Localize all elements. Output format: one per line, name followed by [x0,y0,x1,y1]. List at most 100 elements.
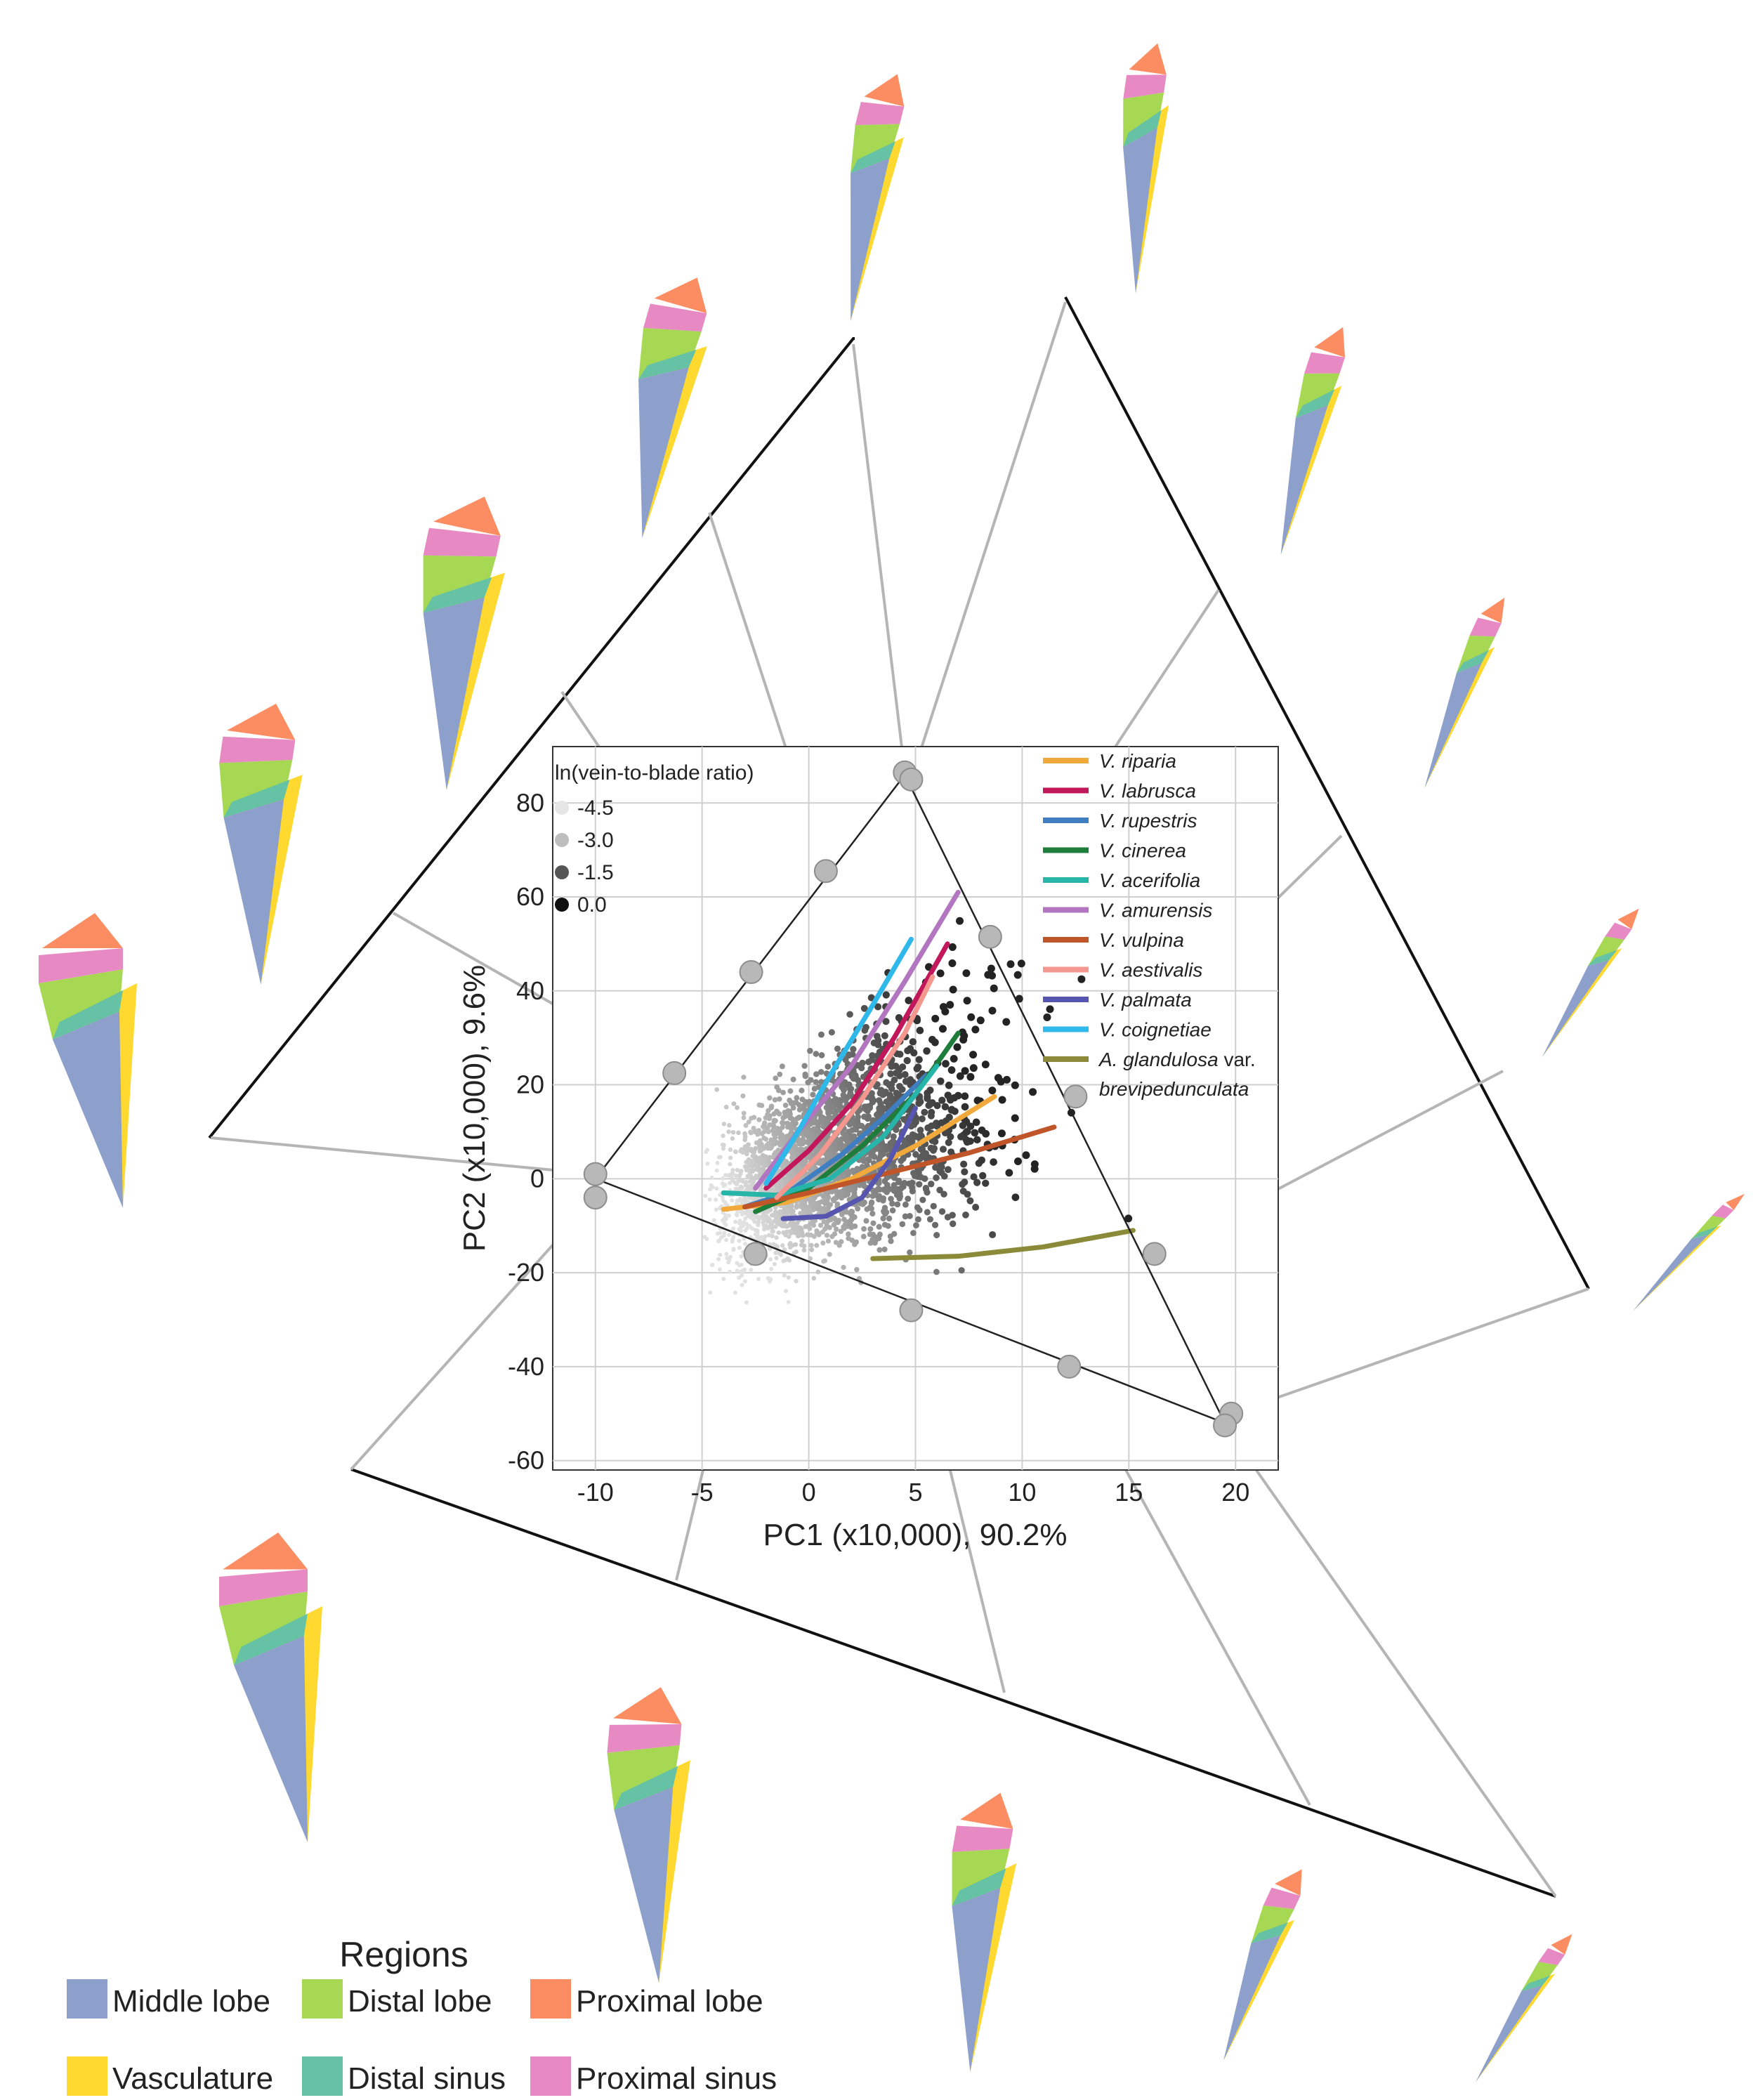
scatter-point [865,1115,871,1122]
scatter-point [801,1247,807,1253]
scatter-point [891,1163,898,1170]
scatter-point [938,1208,946,1215]
scatter-point [1011,1114,1019,1122]
scatter-point [735,1105,740,1110]
scatter-point [803,1129,808,1136]
scatter-point [848,1073,855,1080]
scatter-point [836,1138,843,1145]
scatter-point [782,1247,787,1252]
scatter-point [874,1003,882,1011]
scatter-point [744,1148,749,1153]
scatter-point [721,1183,726,1188]
scatter-point [939,1003,947,1011]
scatter-point [990,984,998,992]
scatter-point [994,1074,1002,1082]
scatter-point [836,1242,842,1248]
sample-points [583,760,1244,1438]
scatter-point [884,1188,890,1195]
scatter-point [870,1039,878,1046]
scatter-point [714,1186,719,1191]
scatter-point [843,1082,851,1089]
scatter-point [724,1252,729,1256]
scatter-point [938,1096,946,1104]
scatter-point [743,1196,749,1201]
scatter-point [737,1227,742,1232]
scatter-point [926,1216,934,1223]
scatter-point [938,1169,945,1176]
scatter-point [723,1216,728,1221]
scatter-point [997,1129,1006,1138]
scatter-point [731,1247,736,1252]
series-line [742,1124,1057,1209]
legend-label: V. labrusca [1099,780,1196,802]
legend-label: V. palmata [1099,989,1192,1011]
size-legend-marker [555,833,569,847]
scatter-point [924,1209,931,1216]
scatter-point [721,1133,726,1138]
scatter-point [730,1198,735,1203]
scatter-point [990,1158,997,1166]
scatter-point [775,1087,782,1094]
scatter-point [761,1135,767,1141]
scatter-point [773,1209,778,1214]
scatter-point [919,1115,926,1122]
scatter-point [933,1174,940,1181]
scatter-point [932,1164,939,1172]
scatter-point [919,1152,926,1159]
scatter-point [765,1124,770,1130]
region-label: Proximal lobe [576,1984,763,2019]
scatter-point [922,1184,929,1192]
leaf-glyph [1475,1934,1573,2083]
scatter-point [770,1140,776,1146]
scatter-point [727,1233,732,1238]
scatter-point [839,1212,845,1217]
outer-edge [208,337,855,1139]
scatter-point [844,1094,851,1101]
scatter-point [961,1092,969,1101]
scatter-point [748,1179,753,1184]
scatter-point [801,1200,806,1205]
scatter-point [896,1195,903,1202]
scatter-point [770,1123,777,1129]
outer-edge [350,1468,1556,1898]
scatter-point [742,1137,748,1143]
scatter-point [741,1110,747,1116]
scatter-point [735,1261,740,1266]
scatter-point [814,1128,820,1134]
scatter-point [785,1108,792,1114]
scatter-point [721,1122,727,1127]
scatter-point [878,1108,885,1116]
scatter-point [998,1096,1006,1104]
scatter-point [961,1067,969,1075]
scatter-point [912,1132,919,1140]
scatter-point [780,1089,786,1096]
scatter-point [914,1063,922,1071]
scatter-point [783,1258,788,1263]
scatter-point [720,1195,725,1200]
scatter-point [888,1085,895,1092]
scatter-point [818,1031,825,1038]
scatter-point [880,1197,886,1204]
scatter-point [750,1153,756,1159]
scatter-point [704,1150,709,1155]
connector-line [1230,1287,1589,1415]
outer-triangle-frame [208,296,1590,1898]
scatter-point [766,1108,771,1114]
scatter-point [978,1126,986,1134]
scatter-point [958,1028,966,1037]
scatter-point [947,1066,956,1074]
scatter-point [851,1214,858,1220]
sample-point [1213,1413,1237,1438]
scatter-point [959,1122,967,1129]
leaf-glyph [638,277,707,539]
scatter-point [917,1127,924,1134]
scatter-point [941,1103,950,1110]
scatter-point [884,1181,891,1188]
scatter-point [790,1209,796,1214]
scatter-point [973,1096,982,1105]
scatter-point [736,1130,741,1136]
scatter-point [716,1256,721,1261]
scatter-point [796,1164,801,1170]
scatter-point [832,1231,838,1237]
scatter-point [978,1156,985,1164]
